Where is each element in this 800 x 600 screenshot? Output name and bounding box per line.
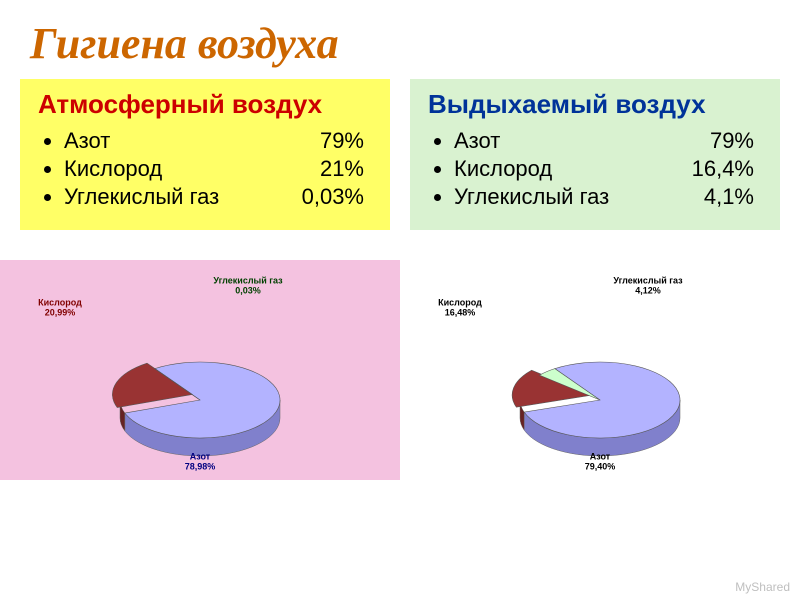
item-name: Азот (454, 128, 500, 154)
item-value: 21% (320, 156, 364, 182)
chart-row: Азот78,98% Кислород20,99% Углекислый газ0,… (0, 260, 800, 480)
item-value: 79% (320, 128, 364, 154)
list-item: Кислород 21% (64, 156, 372, 182)
list-item: Азот 79% (454, 128, 762, 154)
item-value: 0,03% (302, 184, 364, 210)
list-item: Кислород 16,4% (454, 156, 762, 182)
list-item: Углекислый газ 4,1% (454, 184, 762, 210)
list-item: Азот 79% (64, 128, 372, 154)
left-panel: Атмосферный воздух Азот79%Кислород21%Угл… (20, 79, 390, 230)
item-name: Углекислый газ (64, 184, 219, 210)
pie-label: Азот78,98% (185, 453, 216, 472)
pie-chart (470, 300, 730, 470)
slide-title: Гигиена воздуха (0, 0, 800, 79)
watermark: MyShared (735, 580, 790, 594)
pie-chart (70, 300, 330, 470)
item-name: Кислород (64, 156, 162, 182)
left-panel-title: Атмосферный воздух (38, 89, 372, 120)
content-columns: Атмосферный воздух Азот79%Кислород21%Угл… (0, 79, 800, 230)
item-name: Азот (64, 128, 110, 154)
item-value: 16,4% (692, 156, 754, 182)
right-panel-title: Выдыхаемый воздух (428, 89, 762, 120)
chart-left: Азот78,98% Кислород20,99% Углекислый газ0,… (0, 260, 400, 480)
list-item: Углекислый газ 0,03% (64, 184, 372, 210)
pie-label: Углекислый газ4,12% (613, 277, 682, 296)
chart-right: Азот79,40% Кислород16,48% Углекислый газ4,… (400, 260, 800, 480)
item-value: 79% (710, 128, 754, 154)
right-panel-list: Азот 79% Кислород 16,4% Углекислый газ 4,1% (428, 128, 762, 210)
pie-label: Азот79,40% (585, 453, 616, 472)
item-name: Кислород (454, 156, 552, 182)
pie-label: Углекислый газ0,03% (213, 277, 282, 296)
item-name: Углекислый газ (454, 184, 609, 210)
right-panel: Выдыхаемый воздух Азот79%Кислород16,4%Уг… (410, 79, 780, 230)
item-value: 4,1% (704, 184, 754, 210)
left-panel-list: Азот 79% Кислород 21% Углекислый газ 0,03% (38, 128, 372, 210)
pie-label: Кислород20,99% (38, 299, 82, 318)
slide: Гигиена воздуха Атмосферный воздух Азот7… (0, 0, 800, 600)
pie-label: Кислород16,48% (438, 299, 482, 318)
